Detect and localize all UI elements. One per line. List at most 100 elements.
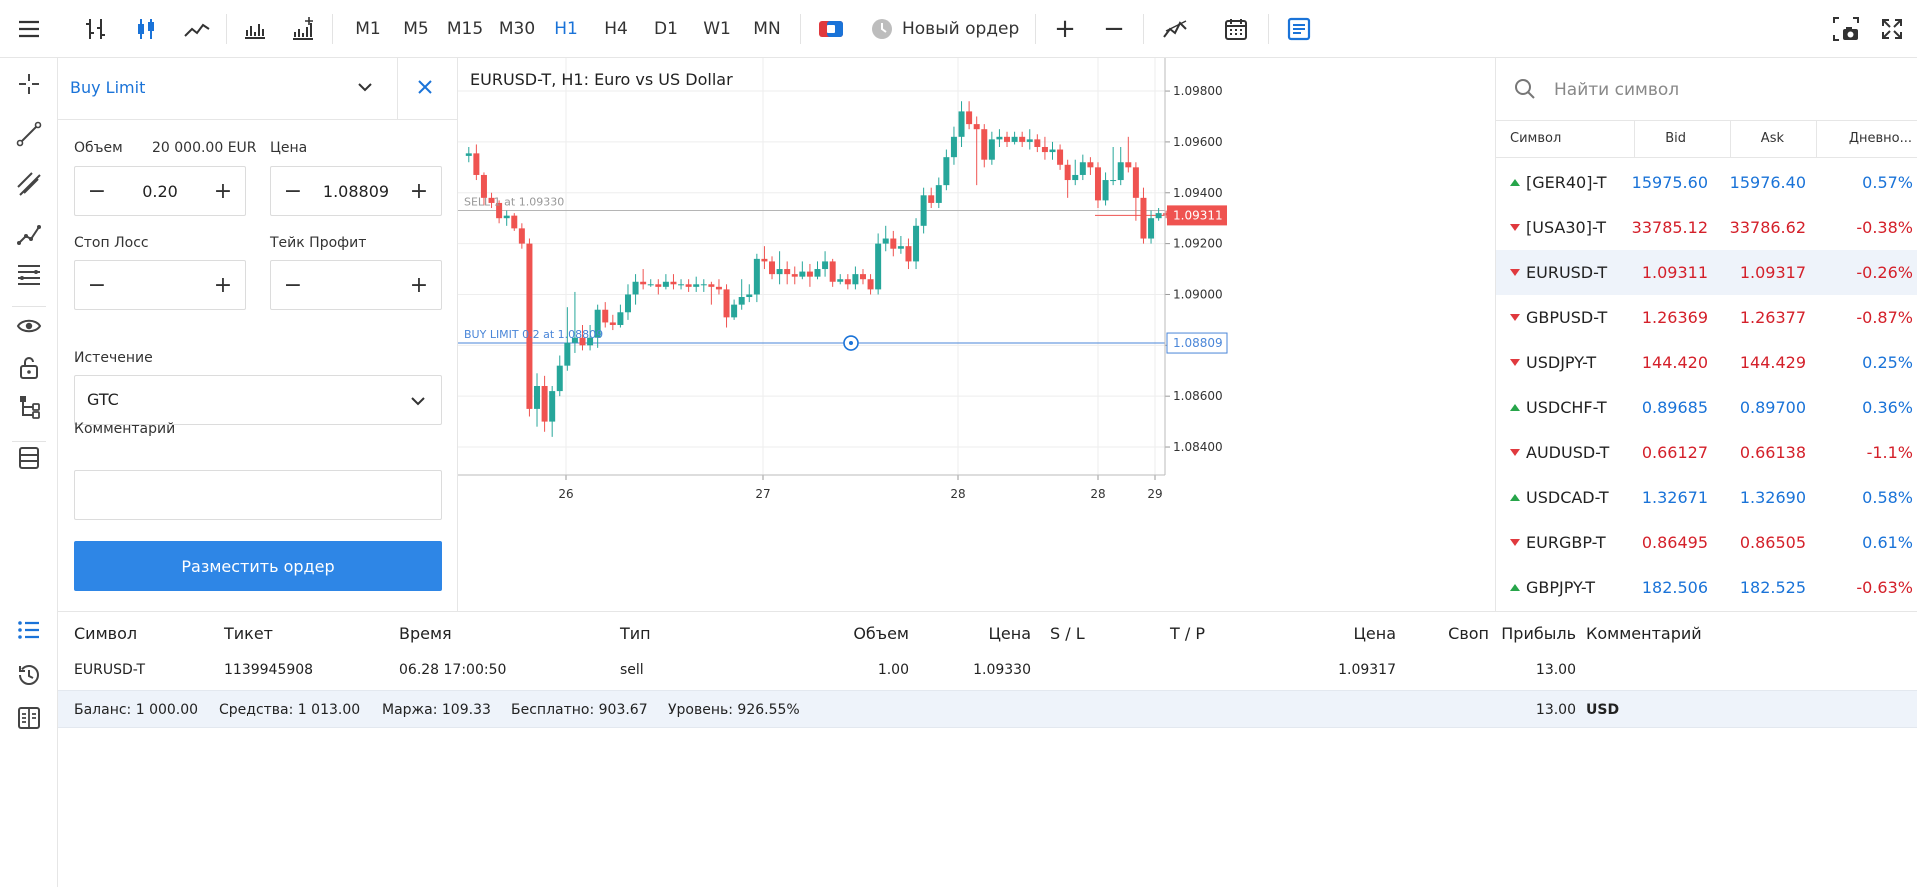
line-chart-icon[interactable]	[176, 0, 218, 58]
col-volume[interactable]: Объем	[853, 624, 909, 643]
tf-m5[interactable]: M5	[403, 19, 429, 39]
screenshot-icon[interactable]	[1826, 0, 1866, 58]
take-profit-stepper: − +	[270, 260, 442, 310]
col-ask[interactable]: Ask	[1760, 131, 1784, 146]
stop-loss-decrease-button[interactable]: −	[87, 272, 107, 298]
ask-price: 1.26377	[1739, 308, 1806, 327]
col-profit[interactable]: Прибыль	[1501, 624, 1576, 643]
chevron-down-icon[interactable]	[356, 78, 374, 100]
zoom-out-button[interactable]: −	[1103, 14, 1125, 44]
fibonacci-icon[interactable]	[0, 254, 58, 294]
x-tick-label: 28	[1090, 487, 1105, 501]
col-daily[interactable]: Дневно...	[1848, 131, 1912, 146]
price-decrease-button[interactable]: −	[283, 178, 303, 204]
watchlist-row[interactable]: EURUSD-T 1.09311 1.09317 -0.26%	[1496, 250, 1917, 295]
col-tp[interactable]: T / P	[1170, 624, 1205, 643]
arrow-up-icon	[1510, 494, 1520, 501]
col-swap[interactable]: Своп	[1448, 624, 1489, 643]
close-icon[interactable]	[416, 78, 434, 100]
symbol-name: USDJPY-T	[1526, 353, 1597, 372]
candle	[1004, 136, 1011, 142]
watchlist-row[interactable]: GBPUSD-T 1.26369 1.26377 -0.87%	[1496, 295, 1917, 340]
take-profit-decrease-button[interactable]: −	[283, 272, 303, 298]
candlestick-chart-icon[interactable]	[126, 0, 166, 58]
search-input[interactable]	[1554, 72, 1894, 108]
expiry-value: GTC	[87, 390, 119, 409]
candle	[1148, 218, 1155, 239]
price-increase-button[interactable]: +	[409, 178, 429, 204]
tf-h1[interactable]: H1	[554, 19, 578, 39]
watchlist-row[interactable]: USDCAD-T 1.32671 1.32690 0.58%	[1496, 475, 1917, 520]
candle	[624, 294, 631, 313]
tf-mn[interactable]: MN	[753, 19, 781, 39]
search-icon[interactable]	[1514, 78, 1536, 104]
positions-list-icon[interactable]	[0, 610, 58, 650]
volume-increase-button[interactable]: +	[213, 178, 233, 204]
chart-area[interactable]: SELL 1 at 1.09330 BUY LIMIT 0.2 at 1.0880…	[458, 58, 1495, 611]
watchlist-row[interactable]: USDCHF-T 0.89685 0.89700 0.36%	[1496, 385, 1917, 430]
history-icon[interactable]	[0, 655, 58, 695]
watchlist-row[interactable]: USDJPY-T 144.420 144.429 0.25%	[1496, 340, 1917, 385]
candle	[973, 124, 980, 130]
expiry-select[interactable]: GTC	[74, 375, 442, 425]
current-price-tag-label: 1.09311	[1173, 208, 1223, 222]
comment-input[interactable]	[74, 470, 442, 520]
tf-m30[interactable]: M30	[498, 19, 536, 39]
price-chart[interactable]: SELL 1 at 1.09330 BUY LIMIT 0.2 at 1.0880…	[458, 58, 1495, 611]
trendline-icon[interactable]	[0, 114, 58, 154]
object-tree-icon[interactable]	[0, 388, 58, 428]
order-type-title[interactable]: Buy Limit	[70, 78, 146, 97]
watchlist-row[interactable]: EURGBP-T 0.86495 0.86505 0.61%	[1496, 520, 1917, 565]
col-sl[interactable]: S / L	[1050, 624, 1085, 643]
watchlist-row[interactable]: [USA30]-T 33785.12 33786.62 -0.38%	[1496, 205, 1917, 250]
watchlist-row[interactable]: [GER40]-T 15975.60 15976.40 0.57%	[1496, 160, 1917, 205]
polyline-icon[interactable]	[0, 214, 58, 254]
watchlist-row[interactable]: AUDUSD-T 0.66127 0.66138 -1.1%	[1496, 430, 1917, 475]
fullscreen-icon[interactable]	[1872, 0, 1912, 58]
journal-icon[interactable]	[0, 698, 58, 738]
tf-d1[interactable]: D1	[654, 19, 678, 39]
col-type[interactable]: Тип	[620, 624, 651, 643]
col-time[interactable]: Время	[399, 624, 452, 643]
trend-tools-icon[interactable]	[1156, 0, 1196, 58]
tf-w1[interactable]: W1	[703, 19, 731, 39]
visibility-icon[interactable]	[0, 306, 58, 346]
table-row[interactable]: EURUSD-T 1139945908 06.28 17:00:50 sell …	[58, 650, 1917, 690]
col-symbol[interactable]: Символ	[74, 624, 138, 643]
watchlist-row[interactable]: GBPJPY-T 182.506 182.525 -0.63%	[1496, 565, 1917, 610]
crosshair-icon[interactable]	[0, 64, 58, 104]
order-panel-icon[interactable]	[1279, 0, 1319, 58]
templates-icon[interactable]	[0, 438, 58, 478]
price-input[interactable]: 1.08809	[322, 181, 390, 201]
col-symbol[interactable]: Символ	[1510, 131, 1562, 146]
tf-m1[interactable]: M1	[355, 19, 381, 39]
tf-h4[interactable]: H4	[604, 19, 628, 39]
menu-icon[interactable]	[8, 0, 50, 58]
zoom-in-button[interactable]: +	[1054, 14, 1076, 44]
new-order-button[interactable]: Новый ордер	[902, 19, 1020, 39]
place-order-button[interactable]: Разместить ордер	[74, 541, 442, 591]
ask-price: 144.429	[1739, 353, 1806, 372]
one-click-trading-icon[interactable]	[812, 0, 850, 58]
col-bid[interactable]: Bid	[1665, 131, 1686, 146]
candle	[920, 195, 927, 226]
symbol-name: [USA30]-T	[1526, 218, 1607, 237]
col-comment[interactable]: Комментарий	[1586, 624, 1702, 643]
channel-icon[interactable]	[0, 164, 58, 204]
stop-loss-increase-button[interactable]: +	[213, 272, 233, 298]
volume-decrease-button[interactable]: −	[87, 178, 107, 204]
col-price[interactable]: Цена	[988, 624, 1031, 643]
volume-icon[interactable]	[236, 0, 274, 58]
indicators-icon[interactable]	[284, 0, 322, 58]
col-current-price[interactable]: Цена	[1353, 624, 1396, 643]
lock-icon[interactable]	[0, 348, 58, 388]
calendar-icon[interactable]	[1216, 0, 1256, 58]
volume-input[interactable]: 0.20	[142, 181, 178, 201]
col-ticket[interactable]: Тикет	[224, 624, 273, 643]
arrow-down-icon	[1510, 359, 1520, 366]
x-tick-label: 29	[1147, 487, 1162, 501]
take-profit-increase-button[interactable]: +	[409, 272, 429, 298]
bar-chart-icon[interactable]	[76, 0, 116, 58]
tf-m15[interactable]: M15	[446, 19, 484, 39]
